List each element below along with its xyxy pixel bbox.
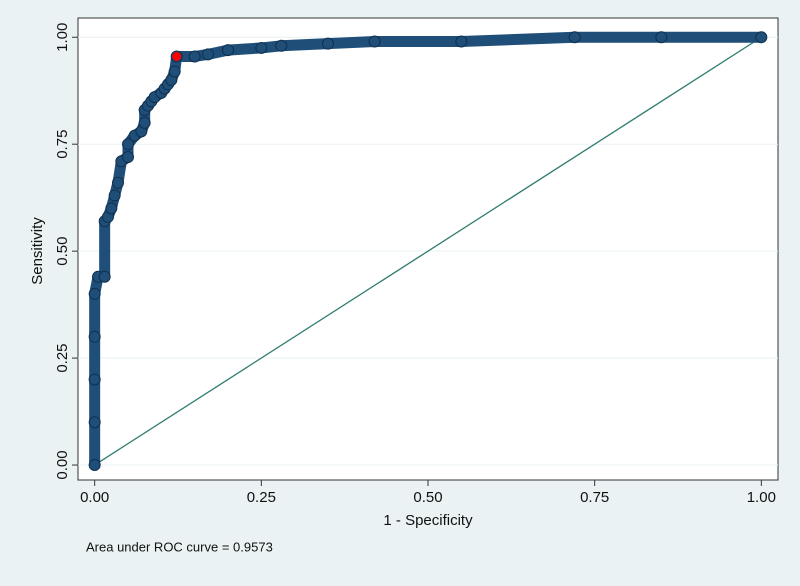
x-tick-label: 0.75 xyxy=(580,489,609,506)
x-tick-label: 1.00 xyxy=(747,489,776,506)
roc-point xyxy=(655,31,668,44)
x-tick-label: 0.50 xyxy=(413,489,442,506)
roc-point xyxy=(98,270,111,283)
roc-point xyxy=(568,31,581,44)
roc-point xyxy=(222,44,234,57)
roc-point xyxy=(455,35,468,48)
y-tick-label: 1.00 xyxy=(54,23,71,52)
x-tick-label: 0.25 xyxy=(247,489,276,506)
roc-point xyxy=(112,176,124,189)
reference-line xyxy=(94,36,762,466)
roc-point xyxy=(368,35,381,48)
roc-point xyxy=(122,138,134,151)
x-axis-label: 1 - Specificity xyxy=(383,512,473,529)
roc-point xyxy=(88,416,101,429)
y-axis-label: Sensitivity xyxy=(29,217,46,285)
roc-point xyxy=(755,31,768,44)
roc-point xyxy=(322,37,334,50)
roc-point xyxy=(188,50,201,63)
roc-point xyxy=(138,116,151,129)
roc-point xyxy=(88,373,101,386)
cutoff-point xyxy=(172,52,182,61)
y-tick-label: 0.75 xyxy=(54,130,71,159)
roc-point xyxy=(275,39,288,52)
roc-point xyxy=(202,48,214,61)
x-tick-label: 0.00 xyxy=(80,489,109,506)
y-tick-label: 0.50 xyxy=(54,237,71,266)
roc-point xyxy=(168,65,181,78)
y-tick-label: 0.25 xyxy=(54,343,71,372)
roc-point xyxy=(88,330,101,343)
note: Area under ROC curve = 0.9573 xyxy=(86,539,273,554)
roc-point xyxy=(255,41,268,54)
y-tick-label: 0.00 xyxy=(54,450,71,479)
roc-point xyxy=(108,189,121,202)
roc-point xyxy=(88,459,101,472)
roc-point xyxy=(88,287,101,300)
plot-area xyxy=(77,17,779,481)
roc-point xyxy=(122,151,134,164)
roc-point xyxy=(105,202,118,215)
